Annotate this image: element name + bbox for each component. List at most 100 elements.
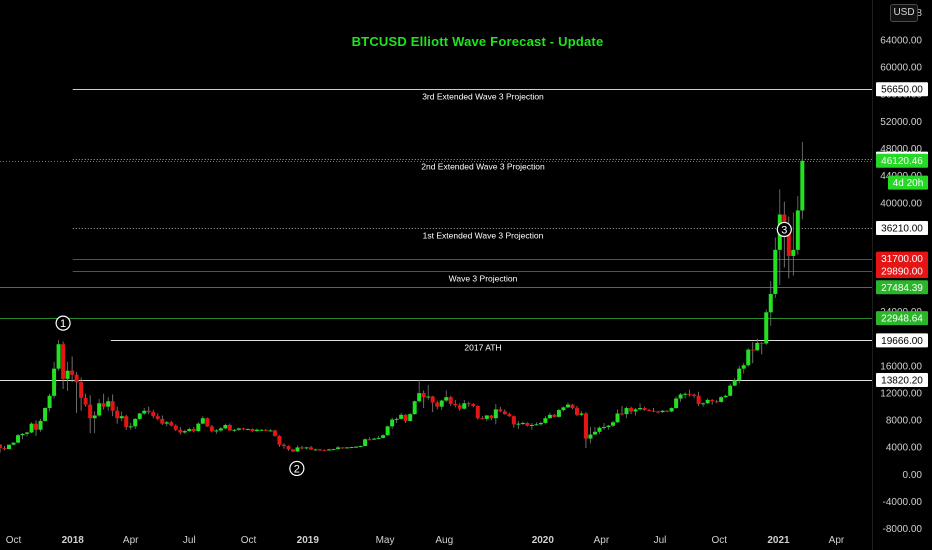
candle-body [290, 449, 295, 452]
candle-body [746, 349, 751, 366]
candle-body [471, 403, 476, 406]
wave-marker [776, 221, 792, 238]
candle-body [70, 370, 75, 375]
x-tick-label: Apr [594, 535, 610, 546]
candle-body [56, 344, 61, 369]
candle-body [38, 420, 43, 430]
candle-body [137, 413, 142, 419]
candle-body [403, 414, 408, 421]
candle-body [665, 410, 670, 412]
candle-body [453, 403, 458, 406]
candle-body [101, 403, 106, 407]
candle-body [254, 429, 259, 432]
candle-body [124, 416, 129, 428]
candle-body [764, 312, 769, 344]
wave-label: 1 [60, 318, 66, 330]
y-tick-label: 64000.00 [880, 35, 922, 46]
price-tag-label: 46120.46 [881, 156, 923, 167]
candle-body [178, 429, 183, 433]
candle-body [354, 446, 359, 448]
candle-body [65, 370, 70, 379]
candle-body [480, 418, 485, 420]
candle-body [516, 423, 521, 425]
candle-body [638, 408, 643, 410]
candle-body [367, 439, 372, 441]
candle-body [430, 396, 435, 403]
candle-body [394, 418, 399, 420]
candle-body [336, 447, 341, 450]
price-tag [876, 311, 928, 326]
candle-body [61, 344, 66, 379]
price-tag [876, 373, 928, 388]
candle-body [340, 447, 345, 449]
candle-body [236, 428, 241, 430]
candle-body [92, 415, 97, 419]
price-tag [876, 251, 928, 266]
candle-body [696, 395, 701, 404]
candle-body [750, 349, 755, 351]
candle-body [372, 438, 377, 440]
currency-selector[interactable]: USD [890, 4, 918, 22]
candle-body [331, 449, 336, 451]
x-tick-label: Oct [241, 535, 257, 546]
candle-body [529, 425, 534, 427]
candle-body [227, 425, 232, 431]
y-tick-label: 48000.00 [880, 144, 922, 155]
candle-body [759, 342, 764, 344]
countdown-tag [888, 175, 928, 190]
candle-body [169, 422, 174, 426]
candle-body [737, 368, 742, 381]
candle-body [241, 428, 246, 430]
candle-body [277, 435, 282, 445]
price-tag-label: 19666.00 [881, 336, 923, 347]
candle-body [142, 410, 147, 414]
candle-body [579, 413, 584, 415]
candle-body [309, 447, 314, 450]
x-tick-label: Oct [6, 535, 22, 546]
candle-body [728, 385, 733, 396]
candle-body [705, 399, 710, 404]
y-tick-label: 12000.00 [880, 388, 922, 399]
candle-body [466, 403, 471, 405]
price-tag [876, 333, 928, 348]
candle-body [74, 374, 79, 383]
candle-body [322, 450, 327, 452]
candle-body [710, 399, 715, 402]
candle-body [791, 249, 796, 256]
candle-body [786, 229, 791, 256]
candle-body [345, 447, 350, 449]
candle-body [200, 418, 205, 424]
candle-body [462, 403, 467, 409]
level-annotation: 2nd Extended Wave 3 Projection [421, 162, 545, 172]
candle-body [773, 249, 778, 294]
price-tag [876, 153, 928, 168]
candle-body [299, 447, 304, 449]
candle-body [209, 426, 214, 432]
x-tick-label: Jul [654, 535, 667, 546]
level-annotation: 1st Extended Wave 3 Projection [423, 231, 544, 241]
candle-body [223, 425, 228, 429]
y-tick-label: 8000.00 [886, 416, 923, 427]
candle-body [615, 413, 620, 423]
candle-body [43, 408, 48, 421]
candle-body [525, 422, 530, 426]
x-tick-label: 2019 [297, 535, 320, 546]
candle-body [624, 408, 629, 415]
candle-body [115, 410, 120, 419]
candle-body [318, 449, 323, 451]
candle-body [588, 434, 593, 439]
candle-body [719, 397, 724, 402]
candle-body [164, 422, 169, 424]
price-tag [876, 82, 928, 97]
wave-label: 3 [781, 224, 787, 236]
candle-body [119, 416, 124, 419]
level-annotation: Wave 3 Projection [449, 274, 518, 284]
y-tick-label: 0.00 [903, 470, 923, 481]
price-tag-label: 13820.20 [881, 376, 923, 387]
candle-body [182, 431, 187, 433]
candle-body [674, 398, 679, 409]
x-tick-label: Apr [829, 535, 845, 546]
candle-body [768, 293, 773, 313]
candle-body [448, 397, 453, 404]
candle-body [493, 409, 498, 419]
